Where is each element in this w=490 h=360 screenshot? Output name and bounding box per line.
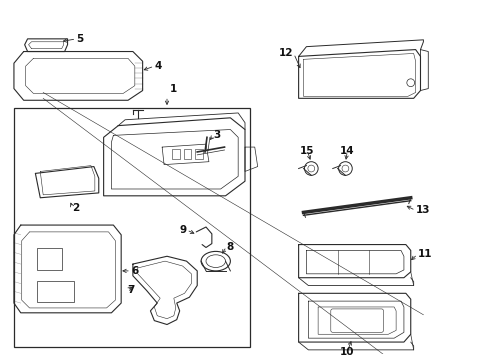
Text: 14: 14 — [340, 146, 355, 156]
Bar — [184, 149, 192, 159]
Text: 12: 12 — [279, 49, 294, 58]
Bar — [172, 149, 180, 159]
Text: 7: 7 — [127, 285, 134, 296]
Text: 10: 10 — [340, 347, 355, 357]
Text: 2: 2 — [73, 203, 80, 212]
Text: 11: 11 — [417, 249, 432, 259]
Bar — [14, 108, 250, 347]
Bar — [37, 281, 74, 302]
Text: 5: 5 — [76, 34, 84, 44]
Bar — [37, 248, 62, 270]
Bar — [196, 149, 203, 159]
Text: 8: 8 — [226, 242, 234, 252]
Text: 9: 9 — [179, 225, 187, 235]
Text: 15: 15 — [300, 146, 315, 156]
Text: 4: 4 — [154, 61, 162, 71]
Text: 6: 6 — [131, 266, 138, 276]
Text: 3: 3 — [214, 130, 221, 140]
Text: 13: 13 — [416, 206, 430, 215]
Text: 1: 1 — [170, 85, 177, 94]
